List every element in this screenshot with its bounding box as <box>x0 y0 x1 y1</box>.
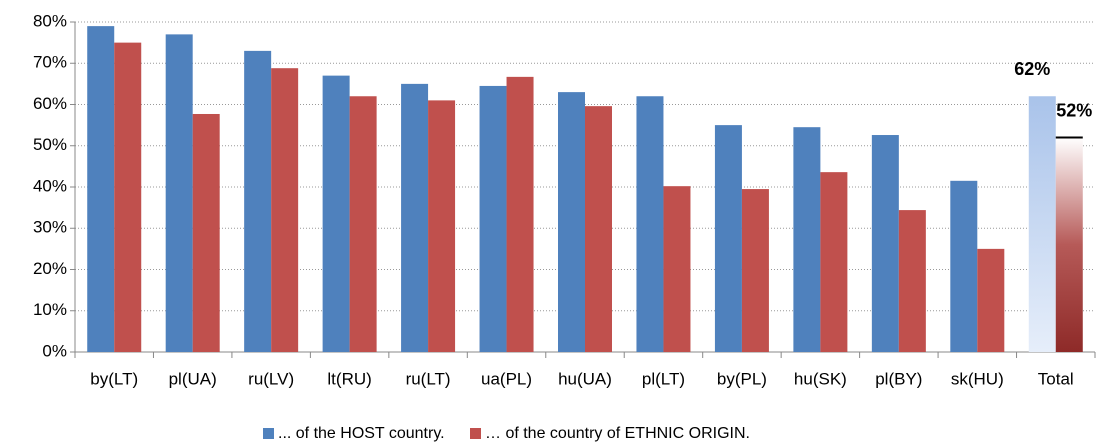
x-tick-label: ua(PL) <box>481 369 532 388</box>
legend-label: … of the country of ETHNIC ORIGIN. <box>485 425 750 442</box>
bar <box>1028 96 1056 352</box>
bar <box>114 42 142 352</box>
y-tick-label: 60% <box>33 94 67 113</box>
bar <box>820 172 848 352</box>
y-tick-label: 20% <box>33 259 67 278</box>
bar <box>322 75 350 352</box>
x-tick-label: pl(LT) <box>642 369 685 388</box>
bar <box>950 180 978 352</box>
x-tick-label: pl(BY) <box>875 369 922 388</box>
value-label: 52% <box>1056 100 1092 120</box>
x-tick-label: pl(UA) <box>169 369 217 388</box>
legend-swatch <box>470 428 481 439</box>
value-label: 62% <box>1014 59 1050 79</box>
bar <box>1055 137 1083 352</box>
x-tick-label: ru(LV) <box>248 369 294 388</box>
bar <box>585 106 612 353</box>
x-tick-label: lt(RU) <box>327 369 371 388</box>
x-tick-label: ru(LT) <box>406 369 451 388</box>
bar <box>714 125 742 352</box>
legend-swatch <box>263 428 274 439</box>
bar <box>244 50 272 352</box>
y-tick-label: 40% <box>33 176 67 195</box>
bar <box>479 85 507 352</box>
bar <box>793 127 821 352</box>
y-tick-label: 0% <box>42 341 67 360</box>
y-tick-label: 80% <box>33 11 67 30</box>
x-tick-label: by(LT) <box>90 369 138 388</box>
bar <box>401 83 429 352</box>
x-tick-label: hu(SK) <box>794 369 847 388</box>
bar <box>349 96 377 352</box>
bar <box>428 100 456 352</box>
x-tick-label: Total <box>1038 369 1074 388</box>
y-tick-label: 10% <box>33 300 67 319</box>
y-tick-label: 30% <box>33 218 67 237</box>
bar <box>636 96 664 352</box>
bar <box>898 210 926 352</box>
legend-label: ... of the HOST country. <box>278 425 445 442</box>
bar <box>192 113 220 352</box>
bar <box>977 248 1005 352</box>
bar <box>871 135 899 352</box>
bar <box>271 68 299 352</box>
x-tick-label: sk(HU) <box>951 369 1004 388</box>
x-tick-label: by(PL) <box>717 369 767 388</box>
y-tick-label: 50% <box>33 135 67 154</box>
bar <box>558 92 585 352</box>
bar <box>87 26 115 352</box>
bar <box>663 186 691 352</box>
y-tick-label: 70% <box>33 53 67 72</box>
bar <box>506 76 534 353</box>
bar <box>165 34 193 352</box>
bar <box>741 189 769 352</box>
x-tick-label: hu(UA) <box>558 369 612 388</box>
